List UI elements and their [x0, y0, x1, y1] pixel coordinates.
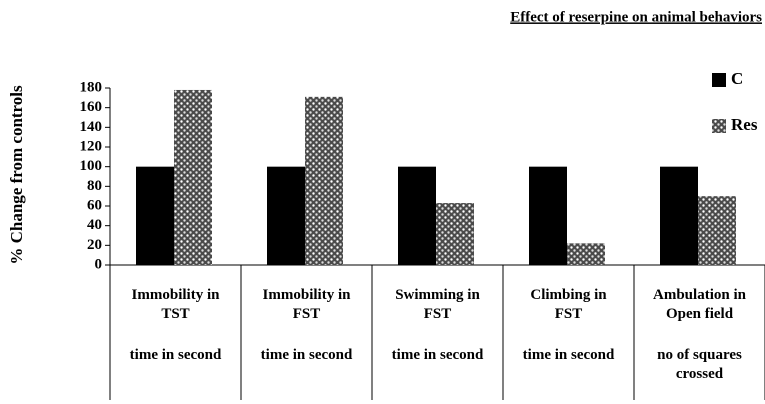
- bar: [660, 166, 698, 265]
- y-tick-label: 80: [87, 178, 102, 194]
- y-tick-label: 160: [80, 99, 103, 115]
- y-tick-label: 100: [80, 158, 103, 174]
- legend-swatch: [712, 73, 726, 87]
- bar: [529, 166, 567, 265]
- legend-label: Res: [731, 115, 758, 134]
- bar: [136, 166, 174, 265]
- y-tick-label: 0: [95, 256, 103, 272]
- x-tick-label: Climbing in FST: [530, 287, 607, 322]
- x-unit-label: time in second: [129, 347, 222, 363]
- x-tick-label: Immobility in FST: [262, 287, 351, 322]
- bar: [267, 166, 305, 265]
- y-axis-label: % Change from controls: [7, 85, 26, 265]
- y-tick-label: 180: [80, 79, 103, 95]
- bar: [174, 89, 212, 265]
- x-tick-label: Swimming in FST: [395, 287, 480, 322]
- y-tick-label: 20: [87, 237, 102, 253]
- x-unit-label: time in second: [522, 347, 615, 363]
- bar: [398, 166, 436, 265]
- x-tick-label: Immobility in TST: [131, 287, 220, 322]
- bar: [698, 196, 736, 265]
- y-tick-label: 60: [87, 197, 102, 213]
- chart-title: Effect of reserpine on animal behaviors: [510, 9, 762, 25]
- x-tick-label: Ambulation in Open field: [653, 287, 746, 322]
- legend-swatch: [712, 119, 726, 133]
- bar: [305, 96, 343, 265]
- x-unit-label: time in second: [260, 347, 353, 363]
- legend-label: C: [731, 69, 743, 88]
- bar: [436, 203, 474, 265]
- y-tick-label: 120: [80, 138, 103, 154]
- y-tick-label: 140: [80, 119, 103, 135]
- bar: [567, 243, 605, 265]
- x-unit-label: no of squares crossed: [657, 347, 742, 382]
- y-tick-label: 40: [87, 217, 102, 233]
- x-unit-label: time in second: [391, 347, 484, 363]
